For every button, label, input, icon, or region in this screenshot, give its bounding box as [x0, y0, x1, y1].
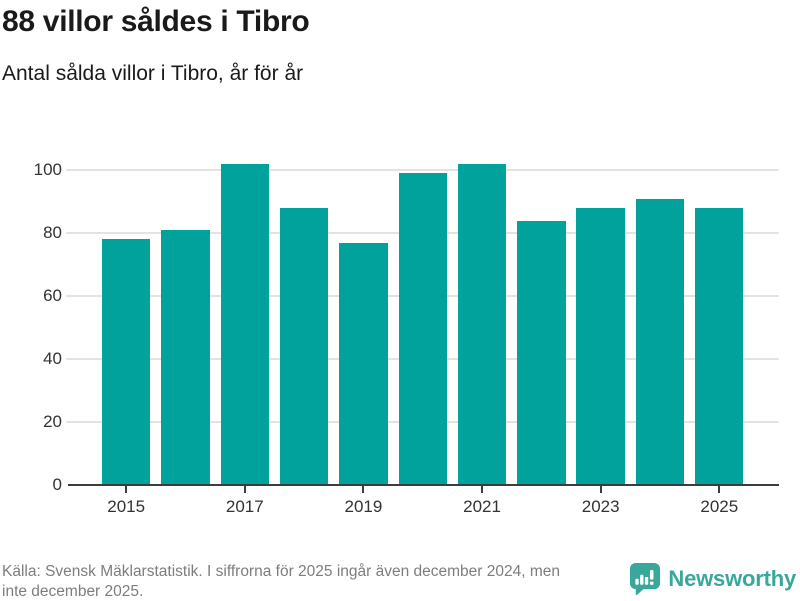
bar-2015 — [102, 239, 150, 485]
bar-2018 — [280, 208, 328, 485]
bar-2022 — [517, 221, 565, 485]
bar-2019 — [339, 243, 387, 485]
y-axis-label-60: 60 — [0, 286, 62, 306]
y-axis-label-80: 80 — [0, 223, 62, 243]
chart-subtitle: Antal sålda villor i Tibro, år för år — [2, 60, 303, 87]
bar-2025 — [695, 208, 743, 485]
x-axis-label-2023: 2023 — [561, 497, 641, 517]
x-axis-line — [68, 484, 779, 486]
y-axis-label-40: 40 — [0, 349, 62, 369]
x-axis-label-2021: 2021 — [442, 497, 522, 517]
newsworthy-logo: Newsworthy — [628, 562, 796, 595]
x-axis-label-2017: 2017 — [205, 497, 285, 517]
x-axis-tick-2015 — [125, 486, 127, 493]
x-axis-tick-2021 — [481, 486, 483, 493]
x-axis-tick-2017 — [244, 486, 246, 493]
source-note-line2: inte december 2025. — [2, 582, 560, 601]
x-axis-label-2019: 2019 — [323, 497, 403, 517]
y-gridline-100 — [66, 169, 779, 171]
bar-2021 — [458, 164, 506, 485]
x-axis-tick-2019 — [362, 486, 364, 493]
chart-title: 88 villor såldes i Tibro — [2, 4, 309, 40]
source-note: Källa: Svensk Mäklarstatistik. I siffror… — [2, 562, 560, 601]
newsworthy-logo-text: Newsworthy — [668, 566, 796, 592]
y-axis-label-100: 100 — [0, 160, 62, 180]
x-axis-label-2025: 2025 — [679, 497, 759, 517]
bar-chart: 0 20 40 60 80 100 2015 2017 2019 2021 2023 2025 — [0, 140, 800, 520]
y-axis-label-0: 0 — [0, 475, 62, 495]
bar-2024 — [636, 199, 684, 485]
bar-2017 — [221, 164, 269, 485]
source-note-line1: Källa: Svensk Mäklarstatistik. I siffror… — [2, 562, 560, 582]
bar-2016 — [161, 230, 209, 485]
x-axis-tick-2023 — [600, 486, 602, 493]
x-axis-label-2015: 2015 — [86, 497, 166, 517]
bar-2023 — [576, 208, 624, 485]
newsworthy-bubble-chart-icon — [628, 562, 661, 595]
x-axis-tick-2025 — [718, 486, 720, 493]
y-axis-label-20: 20 — [0, 412, 62, 432]
bar-2020 — [399, 173, 447, 485]
